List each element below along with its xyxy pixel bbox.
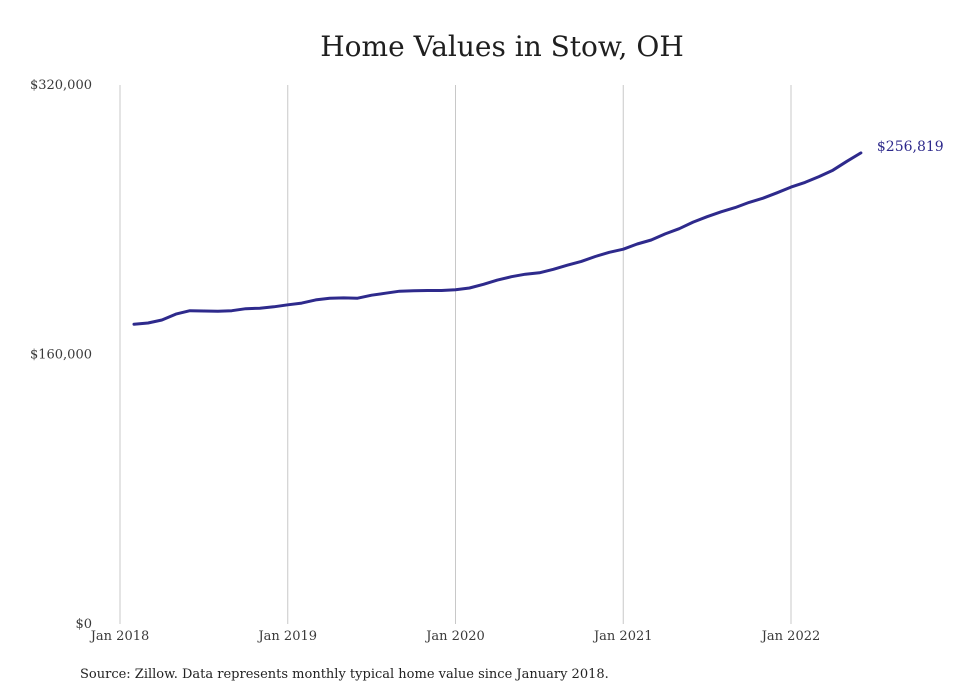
chart-title: Home Values in Stow, OH bbox=[320, 30, 684, 63]
x-tick-label: Jan 2020 bbox=[424, 629, 485, 644]
x-axis-ticks: Jan 2018 Jan 2019 Jan 2020 Jan 2021 Jan 2022 bbox=[89, 629, 821, 644]
end-value-label: $256,819 bbox=[877, 139, 944, 155]
x-tick-label: Jan 2022 bbox=[760, 629, 821, 644]
x-tick-label: Jan 2019 bbox=[256, 629, 317, 644]
y-tick-label: $320,000 bbox=[30, 78, 92, 93]
x-tick-label: Jan 2018 bbox=[89, 629, 150, 644]
line-chart: $0$160,000$320,000 Jan 2018 Jan 2019 Jan 2… bbox=[30, 78, 944, 644]
gridlines bbox=[119, 85, 792, 624]
y-tick-label: $160,000 bbox=[30, 348, 92, 363]
x-tick-label: Jan 2021 bbox=[592, 629, 653, 644]
series-line bbox=[132, 151, 863, 326]
source-note: Source: Zillow. Data represents monthly … bbox=[80, 667, 609, 682]
series-layer: $256,819 bbox=[132, 139, 944, 326]
y-tick-label: $0 bbox=[75, 617, 92, 632]
y-axis-ticks: $0 $160,000 $320,000 bbox=[30, 78, 92, 632]
